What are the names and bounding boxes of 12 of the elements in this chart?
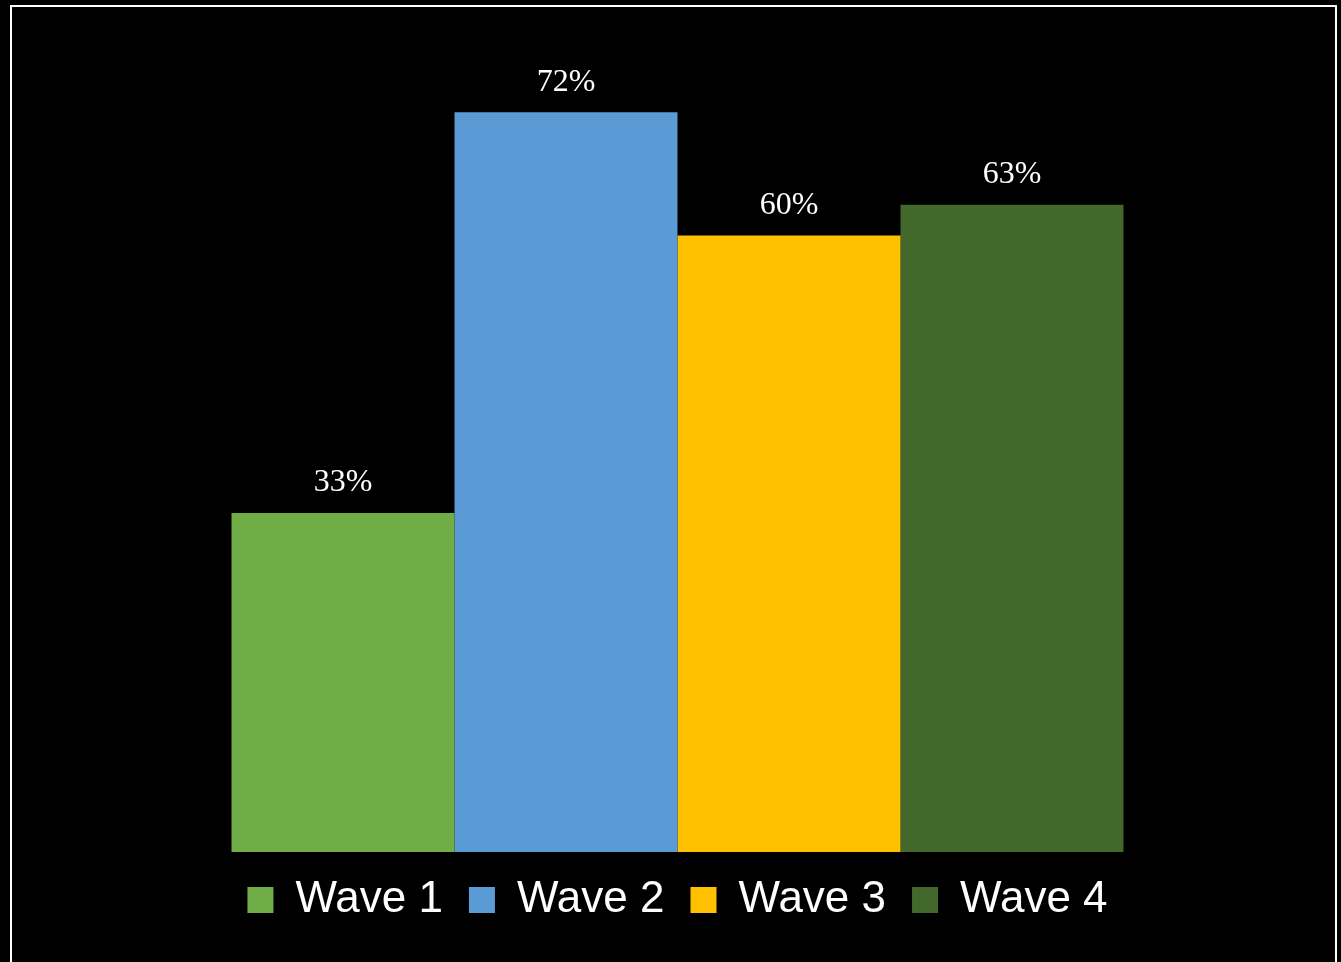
legend-label: Wave 4 — [960, 872, 1108, 922]
data-label: 60% — [759, 184, 819, 221]
legend-label: Wave 2 — [516, 872, 665, 922]
bar — [231, 512, 455, 852]
legend-label: Wave 1 — [295, 872, 443, 922]
bar — [454, 112, 678, 852]
data-label: 63% — [982, 154, 1042, 191]
data-label: 33% — [313, 462, 373, 499]
bar — [900, 204, 1124, 852]
data-label: 72% — [536, 61, 596, 98]
legend-label: Wave 3 — [738, 872, 887, 922]
bar — [677, 235, 901, 852]
